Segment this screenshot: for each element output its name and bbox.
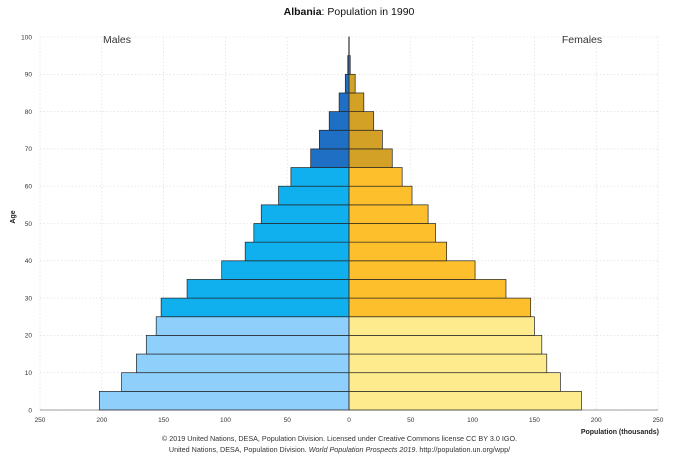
y-tick-label: 90: [25, 72, 33, 79]
female-bar-20-24: [348, 316, 535, 336]
female-bar-65-69: [348, 148, 393, 168]
x-tick-label: 50: [407, 417, 415, 424]
x-tick-label: 0: [347, 417, 351, 424]
males-label: Males: [103, 34, 131, 46]
female-bar-0-4: [348, 391, 582, 411]
x-tick-label: 150: [158, 417, 169, 424]
male-bar-20-24: [155, 316, 350, 336]
male-bar-85-89: [344, 73, 350, 94]
male-bar-70-74: [318, 129, 350, 150]
female-bar-40-44: [348, 241, 447, 262]
female-bar-80-84: [348, 92, 365, 112]
bars-layer: [98, 36, 582, 411]
female-bar-60-64: [348, 167, 403, 187]
footer-line-2: United Nations, DESA, Population Divisio…: [0, 445, 679, 454]
footer-line-2-suffix: . http://population.un.org/wpp/: [415, 445, 511, 454]
x-tick-label: 250: [653, 417, 664, 424]
male-bar-60-64: [290, 167, 350, 187]
footer-line-2-italic: World Population Prospects 2019: [308, 445, 416, 454]
x-tick-label: 100: [220, 417, 231, 424]
male-bar-25-29: [160, 297, 350, 318]
male-bar-15-19: [145, 335, 350, 355]
male-bar-0-4: [98, 391, 350, 411]
y-tick-label: 10: [25, 370, 33, 377]
females-label: Females: [562, 34, 602, 46]
male-bar-5-9: [121, 372, 350, 392]
female-bar-55-59: [348, 185, 413, 206]
female-bar-30-34: [348, 279, 507, 299]
female-bar-50-54: [348, 204, 429, 224]
male-bar-55-59: [278, 185, 350, 206]
y-axis-label: Age: [10, 210, 17, 223]
male-bar-50-54: [260, 204, 350, 224]
y-tick-label: 0: [28, 407, 32, 414]
chart-title: Albania: Population in 1990: [284, 6, 415, 18]
male-bar-75-79: [328, 111, 350, 131]
female-bar-75-79: [348, 111, 375, 131]
footer-line-1: © 2019 United Nations, DESA, Population …: [161, 434, 518, 443]
male-bar-80-84: [338, 92, 350, 112]
axes-layer: 250 200 150 100 50 0 50 100 150 200 25001020304050…: [21, 34, 664, 424]
male-bar-10-14: [136, 353, 350, 374]
x-tick-label: 150: [529, 417, 540, 424]
male-bar-65-69: [310, 148, 350, 168]
female-bar-45-49: [348, 223, 436, 243]
footer-line-2-prefix: United Nations, DESA, Population Divisio…: [168, 445, 309, 454]
female-bar-70-74: [348, 129, 383, 150]
y-tick-label: 70: [25, 146, 33, 153]
x-tick-label: 250: [35, 417, 46, 424]
male-bar-45-49: [253, 223, 350, 243]
x-tick-label: 50: [284, 417, 292, 424]
chart-title-country: Albania: [284, 6, 322, 18]
female-bar-15-19: [348, 335, 543, 355]
x-tick-label: 100: [467, 417, 478, 424]
y-tick-label: 80: [25, 109, 33, 116]
female-bar-10-14: [348, 353, 548, 374]
female-bar-25-29: [348, 297, 532, 318]
male-bar-30-34: [186, 279, 350, 299]
y-tick-label: 50: [25, 221, 33, 228]
female-bar-5-9: [348, 372, 561, 392]
x-tick-label: 200: [96, 417, 107, 424]
x-axis-label: Population (thousands): [581, 429, 659, 436]
y-tick-label: 60: [25, 184, 33, 191]
y-tick-label: 20: [25, 333, 33, 340]
female-bar-35-39: [348, 260, 476, 280]
female-bar-85-89: [348, 73, 356, 94]
y-tick-label: 40: [25, 258, 33, 265]
chart-title-rest: : Population in 1990: [322, 6, 415, 18]
x-tick-label: 200: [591, 417, 602, 424]
male-bar-35-39: [221, 260, 350, 280]
male-bar-40-44: [244, 241, 350, 262]
y-tick-label: 100: [21, 34, 32, 41]
y-tick-label: 30: [25, 295, 33, 302]
